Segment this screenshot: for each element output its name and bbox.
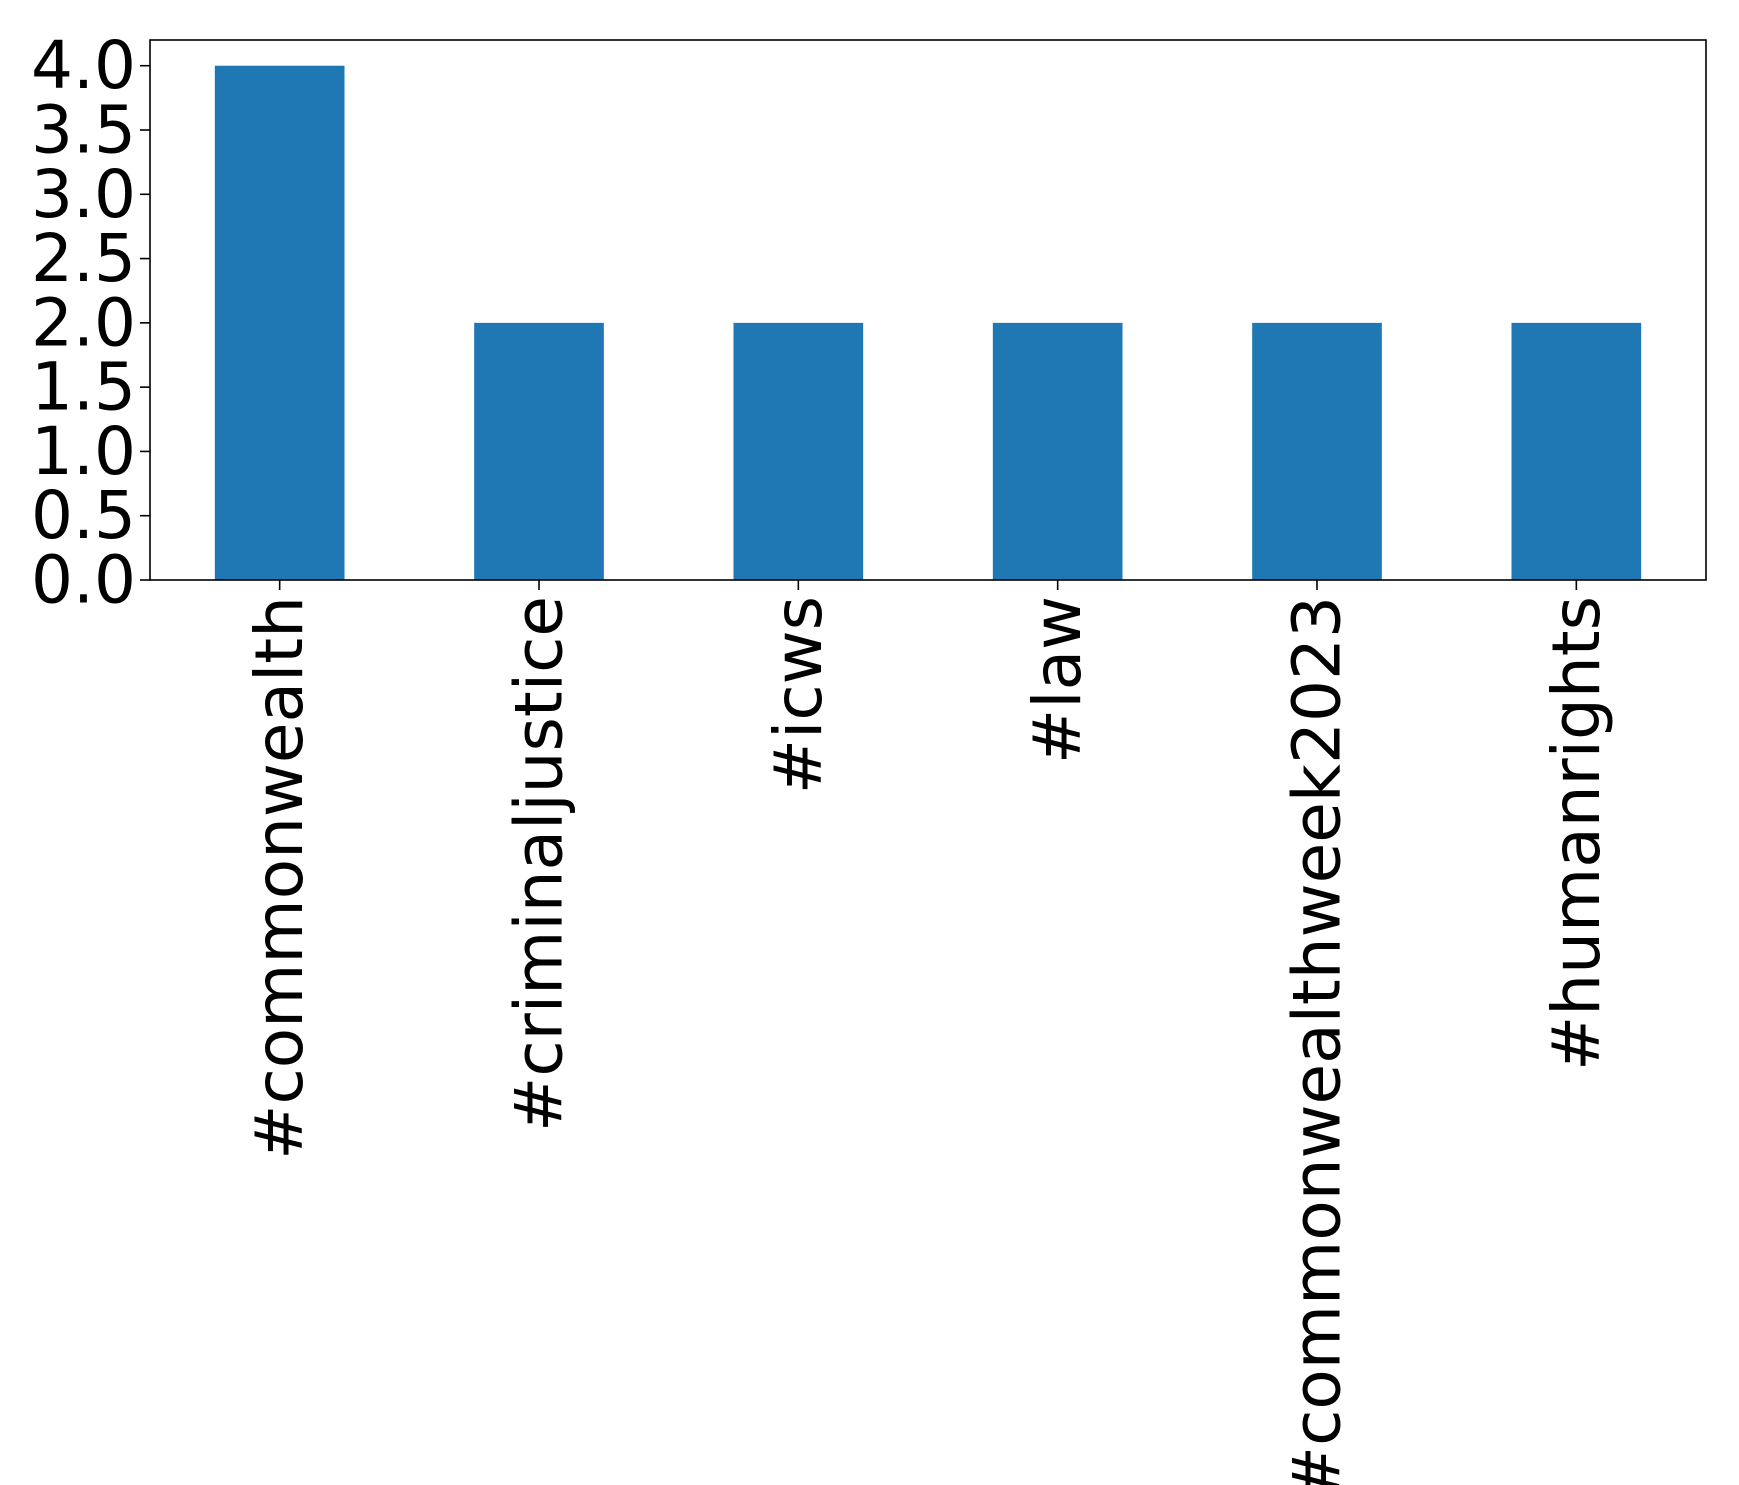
y-tick-label: 0.0 <box>31 542 136 619</box>
x-tick-label: #commonwealth <box>241 596 318 1160</box>
y-axis-ticks: 0.00.51.01.52.02.53.03.54.0 <box>31 27 150 619</box>
y-tick-label: 4.0 <box>31 27 136 104</box>
bar-criminaljustice <box>474 322 604 580</box>
axes-layer <box>149 39 1707 581</box>
y-tick-label: 3.5 <box>31 92 136 169</box>
bar-commonwealth <box>214 65 345 580</box>
y-tick-label: 1.5 <box>31 349 136 426</box>
bar-commonwealthweek2023 <box>1252 322 1382 580</box>
y-tick-label: 2.0 <box>31 284 136 361</box>
bar-law <box>992 322 1123 580</box>
x-tick-label: #humanrights <box>1538 596 1615 1071</box>
x-tick-label: #icws <box>760 596 837 794</box>
bars-layer <box>214 65 1642 580</box>
x-tick-label: #law <box>1019 596 1096 764</box>
y-tick-label: 2.5 <box>31 220 136 297</box>
axes-frame <box>149 39 1707 581</box>
y-tick-label: 0.5 <box>31 477 136 554</box>
x-tick-label: #commonwealthweek2023 <box>1279 596 1356 1485</box>
bar-icws <box>733 322 864 580</box>
y-tick-label: 1.0 <box>31 413 136 490</box>
y-tick-label: 3.0 <box>31 156 136 233</box>
x-tick-label: #criminaljustice <box>501 596 578 1132</box>
bar-humanrights <box>1511 322 1642 580</box>
x-axis-ticks: #commonwealth #criminaljustice #icws #law #c… <box>241 580 1615 1485</box>
